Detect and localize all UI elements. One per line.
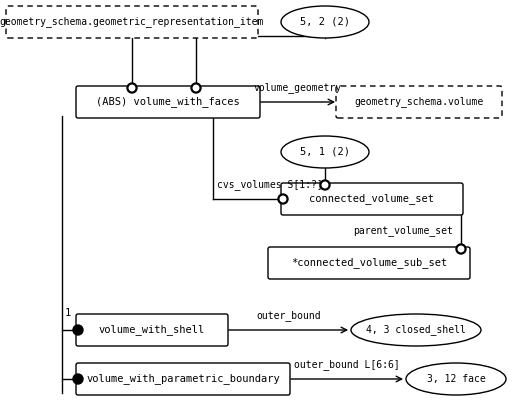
Circle shape: [456, 244, 466, 254]
Ellipse shape: [351, 314, 481, 346]
Text: 5, 1 (2): 5, 1 (2): [300, 147, 350, 157]
Circle shape: [75, 376, 81, 382]
Text: geometry_schema.geometric_representation_item: geometry_schema.geometric_representation…: [0, 17, 264, 27]
FancyBboxPatch shape: [76, 363, 290, 395]
Circle shape: [322, 182, 328, 188]
Text: volume_geometry: volume_geometry: [254, 82, 342, 93]
Text: parent_volume_set: parent_volume_set: [353, 225, 453, 236]
Ellipse shape: [406, 363, 506, 395]
Text: cvs_volumes S[1:?]: cvs_volumes S[1:?]: [217, 179, 323, 190]
Circle shape: [320, 180, 330, 190]
Text: volume_with_shell: volume_with_shell: [99, 324, 205, 335]
Text: 3, 12 face: 3, 12 face: [426, 374, 485, 384]
Text: 4, 3 closed_shell: 4, 3 closed_shell: [366, 324, 466, 335]
Circle shape: [191, 83, 201, 93]
Ellipse shape: [281, 136, 369, 168]
Text: 5, 2 (2): 5, 2 (2): [300, 17, 350, 27]
Circle shape: [73, 325, 83, 335]
Text: 1: 1: [65, 308, 71, 318]
Circle shape: [127, 83, 137, 93]
Circle shape: [278, 194, 288, 204]
FancyBboxPatch shape: [336, 86, 502, 118]
Text: geometry_schema.volume: geometry_schema.volume: [354, 96, 484, 107]
Text: *connected_volume_sub_set: *connected_volume_sub_set: [291, 258, 447, 269]
Text: volume_with_parametric_boundary: volume_with_parametric_boundary: [86, 374, 280, 385]
FancyBboxPatch shape: [281, 183, 463, 215]
FancyBboxPatch shape: [268, 247, 470, 279]
FancyBboxPatch shape: [6, 6, 258, 38]
Circle shape: [280, 196, 286, 202]
Ellipse shape: [281, 6, 369, 38]
FancyBboxPatch shape: [76, 314, 228, 346]
Text: connected_volume_set: connected_volume_set: [310, 194, 435, 204]
FancyBboxPatch shape: [76, 86, 260, 118]
Circle shape: [458, 246, 464, 252]
Text: outer_bound: outer_bound: [256, 310, 321, 321]
Text: (ABS) volume_with_faces: (ABS) volume_with_faces: [96, 96, 240, 107]
Circle shape: [193, 85, 199, 91]
Text: outer_bound L[6:6]: outer_bound L[6:6]: [294, 359, 400, 370]
Circle shape: [73, 374, 83, 384]
Circle shape: [129, 85, 135, 91]
Circle shape: [75, 327, 81, 333]
